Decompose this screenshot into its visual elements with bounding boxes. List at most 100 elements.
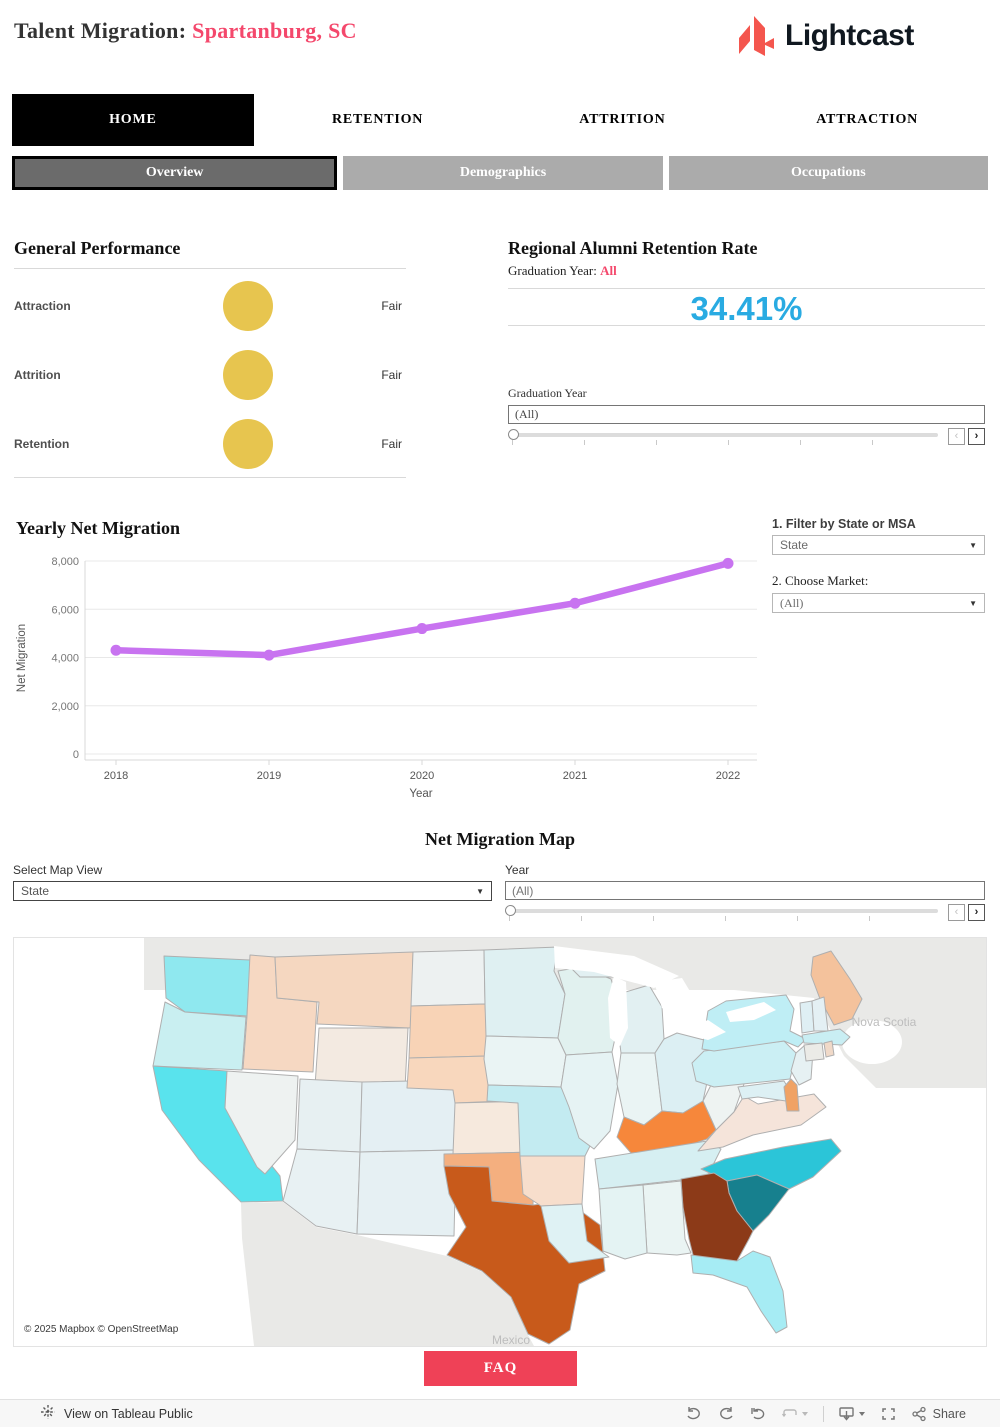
svg-text:6,000: 6,000 (51, 604, 79, 616)
tab-home[interactable]: HOME (12, 94, 254, 146)
share-icon[interactable]: Share (911, 1406, 966, 1422)
refresh-icon[interactable] (781, 1406, 809, 1422)
state-IL[interactable] (560, 1051, 619, 1150)
nova-scotia-label: Nova Scotia (852, 1015, 917, 1029)
map-view-dropdown[interactable]: State ▼ (13, 881, 492, 901)
page-title: Talent Migration: Spartanburg, SC (14, 18, 357, 44)
attraction-indicator-dot[interactable] (223, 281, 273, 331)
mexico-region (241, 1202, 534, 1346)
rating-label: Fair (381, 298, 402, 313)
state-DE[interactable] (783, 1078, 800, 1112)
state-ME[interactable] (810, 950, 863, 1026)
nova-scotia-region (854, 978, 974, 1038)
map-year-control: Year (All) ‹ › (505, 863, 985, 921)
map-year-filter-box[interactable]: (All) (505, 881, 985, 900)
subtab-demographics[interactable]: Demographics (343, 156, 663, 190)
lightcast-logo-icon (733, 10, 777, 61)
lake-michigan (608, 976, 628, 1046)
state-NM[interactable] (356, 1149, 457, 1237)
svg-text:Year: Year (409, 788, 432, 800)
state-CT[interactable] (803, 1042, 825, 1062)
map-year-next-button[interactable]: › (968, 904, 985, 921)
general-performance-section: General Performance Attraction Fair Attr… (14, 238, 406, 478)
state-IN[interactable] (616, 1052, 663, 1126)
subtab-overview[interactable]: Overview (12, 156, 338, 190)
map-attribution: © 2025 Mapbox © OpenStreetMap (20, 1323, 183, 1336)
grad-year-filter-value: (All) (515, 407, 539, 421)
filter-state-msa-dropdown[interactable]: State ▼ (772, 535, 985, 555)
main-nav: HOME RETENTION ATTRITION ATTRACTION (12, 94, 988, 146)
grad-year-filter-box[interactable]: (All) (508, 405, 985, 424)
metric-label: Attrition (14, 367, 61, 382)
state-CO[interactable] (359, 1079, 459, 1153)
state-IA[interactable] (483, 1035, 567, 1088)
state-FL[interactable] (690, 1250, 788, 1334)
sub-nav: Overview Demographics Occupations (12, 156, 988, 190)
subtab-occupations[interactable]: Occupations (668, 156, 988, 190)
redo-icon[interactable] (717, 1406, 735, 1422)
grad-year-next-button[interactable]: › (968, 428, 985, 445)
grad-year-prev-button[interactable]: ‹ (948, 428, 965, 445)
grad-year-slider: ‹ › (508, 428, 985, 445)
toolbar-divider (822, 1405, 824, 1422)
net-migration-chart-title: Yearly Net Migration (16, 518, 180, 538)
tab-attraction[interactable]: ATTRACTION (746, 94, 988, 146)
map-year-slider: ‹ › (505, 904, 985, 921)
net-migration-map[interactable]: Nova Scotia Mexico © 2025 Mapbox © OpenS… (13, 937, 987, 1347)
map-year-label: Year (505, 863, 530, 877)
tableau-footer: View on Tableau Public Share (0, 1399, 1000, 1427)
attrition-indicator-dot[interactable] (223, 350, 273, 400)
faq-button[interactable]: FAQ (424, 1351, 577, 1386)
metric-label: Retention (14, 436, 70, 451)
net-migration-chart[interactable]: 0 2,000 4,000 6,000 8,000 2018 2019 2020 2021 202… (0, 548, 760, 803)
state-MA[interactable] (801, 1028, 851, 1046)
svg-text:2022: 2022 (716, 770, 740, 782)
state-LA[interactable] (540, 1203, 610, 1264)
retention-rate-subtitle: Graduation Year: All (508, 263, 985, 279)
state-NY[interactable] (701, 994, 807, 1052)
map-year-slider-handle[interactable] (505, 904, 516, 916)
page-title-region: Spartanburg, SC (192, 18, 357, 43)
state-NV[interactable] (224, 1070, 299, 1175)
svg-text:0: 0 (73, 749, 79, 761)
tab-attrition[interactable]: ATTRITION (501, 94, 744, 146)
state-RI[interactable] (823, 1040, 835, 1058)
svg-text:2018: 2018 (104, 770, 128, 782)
graduation-year-value: All (600, 263, 617, 278)
performance-row-attraction: Attraction Fair (14, 271, 406, 340)
retention-indicator-dot[interactable] (223, 419, 273, 469)
filter-state-msa-label: 1. Filter by State or MSA (772, 517, 916, 531)
grad-year-slider-handle[interactable] (508, 428, 519, 440)
state-WY[interactable] (314, 1027, 409, 1089)
state-MS[interactable] (598, 1184, 648, 1260)
state-WA[interactable] (163, 955, 251, 1017)
state-AZ[interactable] (282, 1148, 361, 1235)
filter-panel: 1. Filter by State or MSA State ▼ 2. Cho… (772, 517, 985, 613)
state-ND[interactable] (410, 949, 486, 1007)
lightcast-logo-text: Lightcast (785, 18, 914, 52)
map-view-control: Select Map View State ▼ (13, 863, 492, 901)
tab-retention[interactable]: RETENTION (256, 94, 499, 146)
state-SD[interactable] (408, 1003, 489, 1059)
undo-icon[interactable] (685, 1406, 703, 1422)
fullscreen-icon[interactable] (880, 1406, 897, 1422)
grad-year-slider-track[interactable] (508, 428, 938, 445)
performance-row-attrition: Attrition Fair (14, 340, 406, 409)
map-year-slider-track[interactable] (505, 904, 938, 921)
download-icon[interactable] (838, 1406, 866, 1422)
map-year-prev-button[interactable]: ‹ (948, 904, 965, 921)
svg-text:2019: 2019 (257, 770, 281, 782)
choose-market-dropdown[interactable]: (All) ▼ (772, 593, 985, 613)
page-title-text: Talent Migration: (14, 18, 187, 43)
map-title: Net Migration Map (425, 829, 575, 849)
state-OR[interactable] (152, 1001, 247, 1071)
metric-label: Attraction (14, 298, 71, 313)
retention-rate-value: 34.41% (690, 290, 803, 327)
state-MN[interactable] (483, 946, 566, 1039)
replay-icon[interactable] (749, 1406, 767, 1422)
state-GA[interactable] (680, 1172, 754, 1264)
state-UT[interactable] (296, 1078, 363, 1153)
view-on-tableau-public-label: View on Tableau Public (64, 1406, 193, 1421)
state-AR[interactable] (519, 1155, 586, 1207)
view-on-tableau-public[interactable]: View on Tableau Public (40, 1404, 193, 1423)
